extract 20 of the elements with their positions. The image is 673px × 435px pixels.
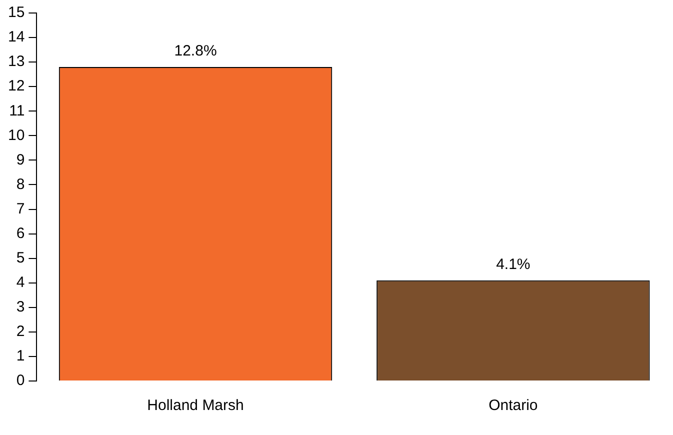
y-tick-label: 14 <box>8 28 25 46</box>
x-tick-label: Ontario <box>488 397 538 414</box>
data-label: 12.8% <box>174 42 217 60</box>
data-label: 4.1% <box>496 256 530 274</box>
y-tick-label: 5 <box>16 249 25 266</box>
x-tick-label: Holland Marsh <box>147 397 244 414</box>
y-tick-label: 2 <box>16 323 25 340</box>
y-tick-label: 3 <box>16 298 25 316</box>
y-tick-label: 7 <box>16 200 25 218</box>
y-tick-label: 10 <box>8 126 25 144</box>
y-tick-label: 13 <box>8 53 25 70</box>
y-tick-label: 8 <box>16 176 25 193</box>
y-tick-label: 4 <box>16 274 25 292</box>
y-tick-label: 11 <box>9 102 25 120</box>
y-tick-label: 6 <box>16 224 25 242</box>
y-tick-label: 0 <box>16 372 25 390</box>
y-tick-label: 1 <box>16 348 25 365</box>
y-tick-label: 9 <box>16 151 25 168</box>
y-tick-label: 12 <box>8 78 25 95</box>
y-tick-label: 15 <box>8 4 25 22</box>
